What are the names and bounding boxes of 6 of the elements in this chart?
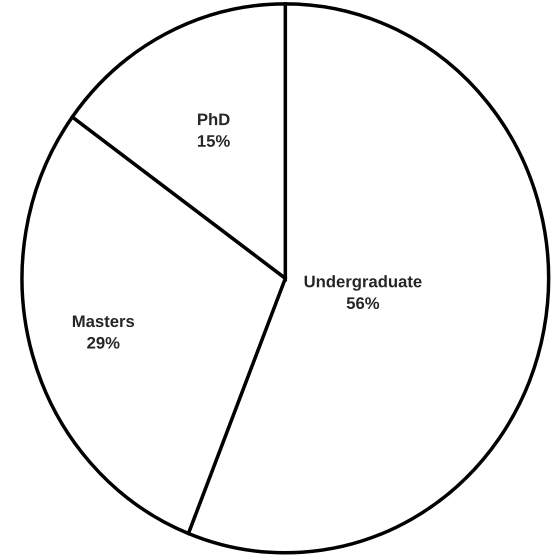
slice-label: Undergraduate bbox=[304, 275, 422, 291]
slice-label: PhD bbox=[198, 113, 230, 126]
data-label: 29% bbox=[87, 336, 120, 349]
slice-label: Masters bbox=[72, 316, 134, 328]
data-label: 15% bbox=[198, 135, 230, 147]
data-label: 56% bbox=[346, 297, 380, 310]
